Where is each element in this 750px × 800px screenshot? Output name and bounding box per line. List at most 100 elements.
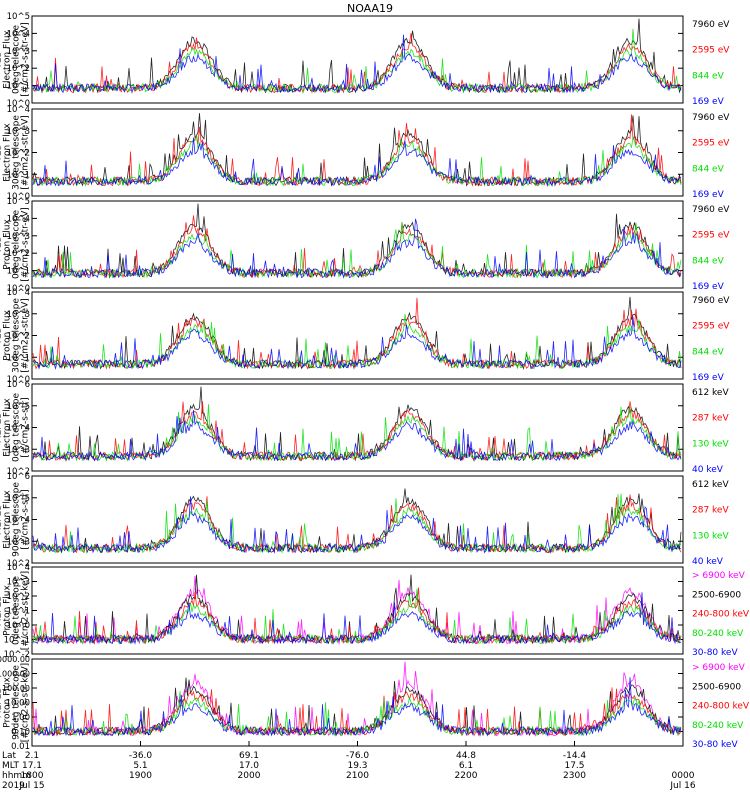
y-axis-label-line: MEPED xyxy=(0,687,4,719)
legend-entry: > 6900 keV xyxy=(692,663,746,673)
legend-entry: 130 keV xyxy=(692,531,729,541)
series-trace xyxy=(32,316,682,371)
y-tick-label: 10^4 xyxy=(7,29,30,39)
y-tick-label: 10^1 xyxy=(7,170,30,180)
y-axis-label-line: Proton Flux xyxy=(3,219,13,270)
y-axis-label-line: [#/cm2-s-str] xyxy=(21,489,31,549)
y-tick-label: 10^0 xyxy=(7,375,30,385)
y-axis-label-line: 30deg telescope xyxy=(12,298,22,373)
series-trace xyxy=(32,592,682,645)
y-tick-label: 10^6 xyxy=(7,380,30,390)
time-axis-mlt: 17.1 xyxy=(22,761,42,771)
y-axis-label-line: [#/cm2-s-str-keV] xyxy=(21,663,31,742)
y-axis-label-line: Electron Flux xyxy=(3,490,13,549)
legend-entry: 7960 eV xyxy=(692,205,730,215)
y-axis-label-line: 0deg telescope xyxy=(12,210,22,280)
time-axis-mlt: 19.3 xyxy=(347,761,367,771)
series-trace xyxy=(32,113,682,188)
legend-entry: 169 eV xyxy=(692,97,725,107)
legend-entry: 2595 eV xyxy=(692,46,730,56)
legend-entry: 612 keV xyxy=(692,388,729,398)
y-axis-label-line: TED xyxy=(0,326,4,345)
y-tick-label: 10^0 xyxy=(7,284,30,294)
legend-entry: 844 eV xyxy=(692,164,725,174)
y-axis-label: TEDElectron Flux30deg telescope[#/cm2-s-… xyxy=(0,115,31,190)
time-axis-lat: 44.8 xyxy=(456,751,476,761)
legend-entry: 80-240 keV xyxy=(692,629,744,639)
y-tick-label: 10^2 xyxy=(7,592,30,602)
series-trace xyxy=(32,493,682,554)
y-tick-label: 10^5 xyxy=(7,402,30,412)
y-tick-label: 10^1 xyxy=(7,267,30,277)
time-axis-mlt: 6.1 xyxy=(459,761,473,771)
series-trace xyxy=(32,691,682,737)
y-tick-label: 10^4 xyxy=(7,288,30,298)
y-axis-label: TEDProton Flux30deg telescope[#/cm2-s-st… xyxy=(0,298,31,373)
y-axis-label-line: TED xyxy=(0,50,4,69)
series-trace xyxy=(32,215,682,279)
legend-entry: 2500-6900 xyxy=(692,590,741,600)
y-tick-label: 1000.00 xyxy=(0,670,30,679)
y-axis-label-line: [#/cm2-s-str-eV] xyxy=(21,207,31,282)
series-trace xyxy=(32,137,682,187)
legend-entry: 169 eV xyxy=(692,190,725,200)
y-axis-label-line: 0deg telescope xyxy=(12,393,22,463)
y-tick-label: 10^5 xyxy=(7,197,30,207)
time-axis-lat: 69.1 xyxy=(239,751,259,761)
panel-frame xyxy=(31,108,684,197)
series-trace xyxy=(32,297,682,370)
y-tick-label: 100.00 xyxy=(2,684,30,693)
series-trace xyxy=(32,588,682,645)
y-tick-label: 10^2 xyxy=(7,149,30,159)
time-axis-hhmm: 2300 xyxy=(563,771,586,781)
y-tick-label: 10^2 xyxy=(7,332,30,342)
y-tick-label: 10^4 xyxy=(7,424,30,434)
legend-entry: 2595 eV xyxy=(692,231,730,241)
legend-entry: 844 eV xyxy=(692,347,725,357)
legend-entry: 2595 eV xyxy=(692,139,730,149)
panel-5: 10^2 10^3 10^4 10^5 10^6 MEPEDElectron Flux0d… xyxy=(0,380,729,477)
y-axis-label: MEPEDProton Flux0deg telescope[#/cm2-s-s… xyxy=(0,571,31,650)
y-axis-label-line: TED xyxy=(0,143,4,162)
time-axis-date: Jul 16 xyxy=(669,781,695,791)
y-tick-label: 10^3 xyxy=(7,578,30,588)
y-tick-label: 0.10 xyxy=(11,728,30,738)
y-tick-label: 10^4 xyxy=(7,516,30,526)
time-axis-date: Jul 15 xyxy=(18,781,44,791)
y-tick-label: 10^3 xyxy=(7,445,30,455)
y-tick-label: 10^2 xyxy=(7,64,30,74)
legend-entry: 130 keV xyxy=(692,439,729,449)
time-axis-hhmm: 2000 xyxy=(238,771,261,781)
series-trace xyxy=(32,496,682,554)
series-trace xyxy=(32,677,682,737)
y-tick-label: 0.01 xyxy=(11,742,30,752)
y-axis-label-line: Electron Flux xyxy=(3,30,13,89)
time-axis-mlt: 17.5 xyxy=(564,761,584,771)
time-axis-hhmm: 1900 xyxy=(129,771,152,781)
y-tick-label: 10^2 xyxy=(7,249,30,259)
y-tick-label: 10^5 xyxy=(7,494,30,504)
y-axis-label-line: Proton Flux xyxy=(3,310,13,361)
y-axis-label-line: TED xyxy=(0,235,4,254)
y-tick-label: 10^3 xyxy=(7,537,30,547)
time-axis-lat: -36.0 xyxy=(129,751,153,761)
time-axis-row-label: 2019 xyxy=(2,781,25,791)
y-axis-label-line: [#/cm2-s-str-eV] xyxy=(21,115,31,190)
panel-7: 10^-210^-110^010^110^210^310^4MEPEDProto… xyxy=(0,563,750,660)
y-tick-label: 1.00 xyxy=(11,713,30,723)
y-axis-label-line: Proton Flux xyxy=(3,585,13,636)
series-trace xyxy=(32,575,682,646)
y-tick-label: 10^3 xyxy=(7,310,30,320)
y-axis-label-line: Proton Flux xyxy=(3,677,13,728)
y-tick-label: 10.00 xyxy=(6,699,30,709)
series-trace xyxy=(32,222,682,279)
y-axis-label-line: 30deg telescope xyxy=(12,115,22,190)
time-axis-lat: -14.4 xyxy=(563,751,587,761)
y-axis-label: MEPEDElectron Flux0deg telescope[#/cm2-s… xyxy=(0,393,31,463)
series-trace xyxy=(32,661,682,737)
legend-entry: 2595 eV xyxy=(692,322,730,332)
legend-entry: 2500-6900 xyxy=(692,682,741,692)
